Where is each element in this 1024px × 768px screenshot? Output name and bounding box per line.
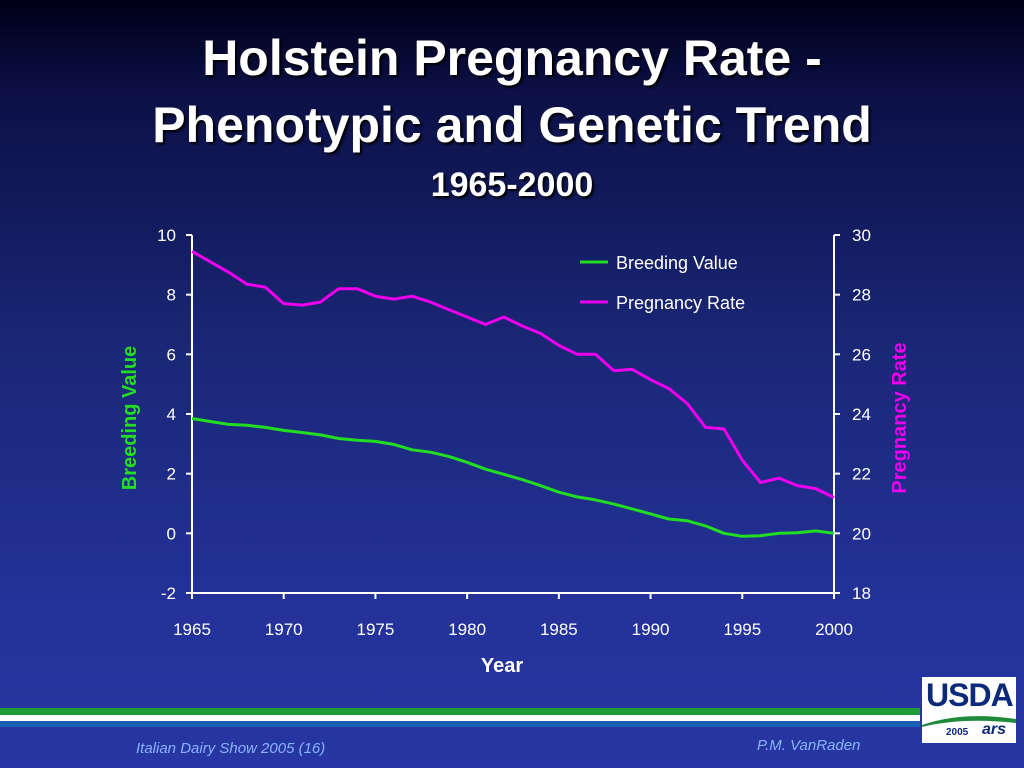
- series-line-breeding-value: [191, 417, 835, 538]
- usda-logo-year: 2005: [946, 727, 969, 738]
- footer-event: Italian Dairy Show 2005 (16): [136, 740, 326, 757]
- x-tick-label: 1995: [723, 620, 761, 639]
- y-left-tick-label: 10: [157, 226, 176, 245]
- slide-subtitle: 1965-2000: [430, 166, 594, 204]
- y-left-tick-label: 0: [167, 524, 176, 543]
- chart-lines: [191, 250, 835, 538]
- y-axis-right-label: Pregnancy Rate: [889, 342, 911, 493]
- chart-axes: [191, 235, 835, 594]
- chart-legend: Breeding Value Pregnancy Rate: [580, 253, 745, 313]
- y-left-tick-label: -2: [161, 584, 176, 603]
- y-right-tick-label: 30: [852, 226, 871, 245]
- x-tick-label: 1985: [540, 620, 578, 639]
- y-right-tick-label: 28: [852, 286, 871, 305]
- x-tick-label: 1965: [173, 620, 211, 639]
- usda-logo: USDA 2005 ars: [922, 677, 1016, 743]
- usda-logo-ars: ars: [982, 721, 1007, 738]
- usda-logo-swoosh: [922, 716, 1016, 727]
- x-axis-label: Year: [481, 655, 523, 677]
- y-right-tick-label: 22: [852, 465, 871, 484]
- slide-title-line1: Holstein Pregnancy Rate -: [202, 30, 822, 86]
- x-tick-label: 1975: [357, 620, 395, 639]
- legend-label-pregnancy-rate: Pregnancy Rate: [616, 293, 745, 313]
- footer-bar-white: [0, 715, 920, 721]
- y-right-tick-label: 24: [852, 405, 871, 424]
- y-right-tick-label: 26: [852, 345, 871, 364]
- series-line-pregnancy-rate: [191, 250, 835, 499]
- x-tick-label: 1980: [448, 620, 486, 639]
- slide-title-line2: Phenotypic and Genetic Trend: [152, 97, 872, 153]
- y-left-tick-label: 4: [167, 405, 176, 424]
- y-left-tick-label: 2: [167, 465, 176, 484]
- legend-label-breeding-value: Breeding Value: [616, 253, 738, 273]
- footer-bar-blue: [0, 721, 920, 727]
- footer-author: P.M. VanRaden: [757, 737, 861, 754]
- y-right-tick-label: 20: [852, 524, 871, 543]
- y-right-tick-label: 18: [852, 584, 871, 603]
- x-tick-label: 2000: [815, 620, 853, 639]
- x-tick-label: 1990: [632, 620, 670, 639]
- y-left-tick-label: 6: [167, 345, 176, 364]
- y-axis-left-label: Breeding Value: [119, 346, 141, 491]
- usda-logo-text: USDA: [926, 677, 1014, 713]
- footer-bar-green: [0, 708, 920, 715]
- x-tick-label: 1970: [265, 620, 303, 639]
- y-left-tick-label: 8: [167, 286, 176, 305]
